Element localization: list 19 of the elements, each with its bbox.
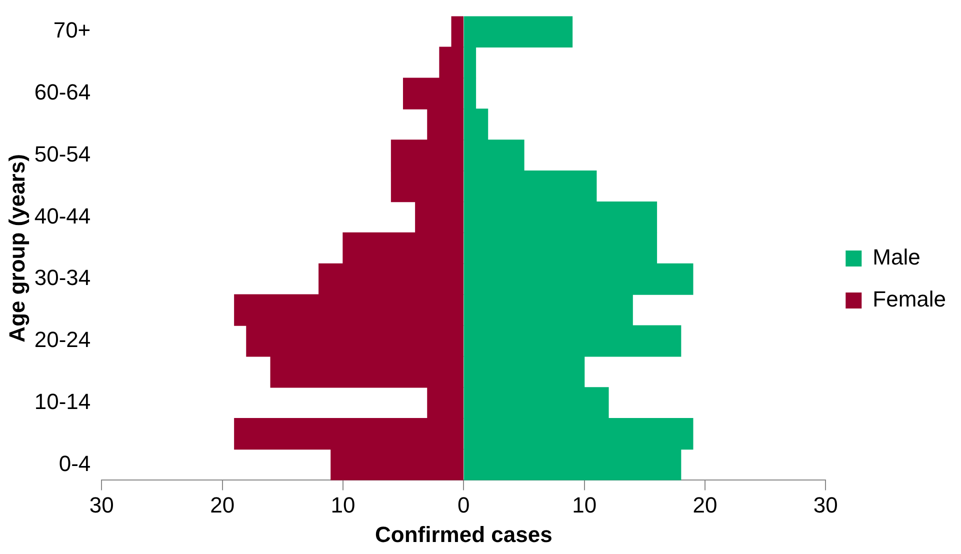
x-tick-label: 20 (692, 492, 718, 518)
y-axis-title: Age group (years) (4, 154, 30, 342)
y-tick-label: 20-24 (34, 327, 91, 352)
x-tick-label: 10 (330, 492, 356, 518)
x-axis-title: Confirmed cases (375, 522, 552, 547)
x-tick-label: 20 (210, 492, 235, 518)
y-tick-label: 60-64 (34, 80, 91, 105)
legend-label: Female (872, 286, 946, 312)
x-tick-label: 30 (813, 492, 838, 518)
x-tick-label: 10 (572, 492, 597, 518)
y-tick-label: 30-34 (34, 265, 91, 290)
y-tick-label: 40-44 (34, 203, 91, 228)
x-tick-label: 30 (89, 492, 114, 518)
y-tick-label: 70+ (53, 18, 91, 43)
y-tick-label: 0-4 (58, 450, 91, 476)
legend-label: Male (872, 244, 920, 270)
x-tick-label: 0 (458, 492, 470, 518)
y-tick-label: 50-54 (34, 141, 91, 166)
y-tick-label: 10-14 (34, 388, 91, 414)
